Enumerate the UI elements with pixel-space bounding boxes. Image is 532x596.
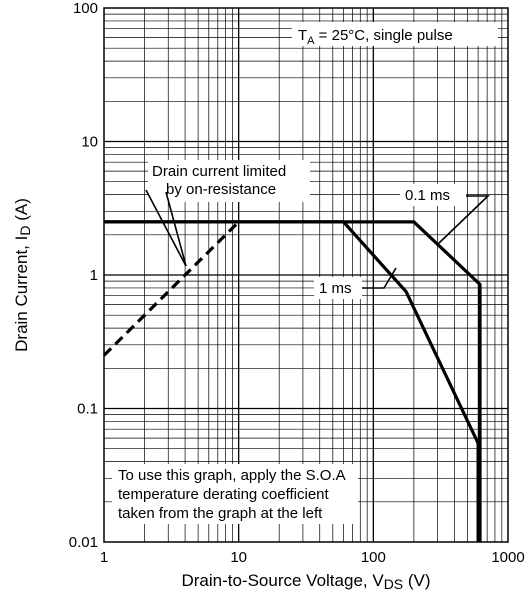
x-tick-label: 1000 (491, 549, 524, 566)
label-box-1ms (314, 277, 362, 299)
y-tick-label: 0.1 (77, 401, 98, 418)
series-label-1ms-line: 1 ms (319, 280, 352, 297)
on-resistance-label-line: by on-resistance (166, 181, 276, 198)
series-1-ms (104, 220, 480, 542)
derating-note-line: temperature derating coefficient (118, 486, 330, 503)
leader-line-1ms (362, 267, 397, 289)
major-gridlines (104, 8, 508, 542)
series-layer (102, 189, 490, 542)
derating-note-box (112, 464, 358, 524)
leader-line-0.1ms (437, 195, 490, 245)
x-axis-label: Drain-to-Source Voltage, VDS (V) (181, 571, 430, 592)
derating-note-line: taken from the graph at the left (118, 505, 323, 522)
series-drain-current-limited-by-on-resistance (102, 220, 240, 357)
leader-line-on-resistance-a (145, 189, 187, 267)
y-tick-label: 10 (81, 134, 98, 151)
y-axis-label: Drain Current, ID (A) (12, 198, 33, 352)
on-resistance-label-box (148, 160, 310, 202)
y-tick-label: 0.01 (69, 534, 98, 551)
on-resistance-label-line: Drain current limited (152, 163, 286, 180)
y-tick-labels: 0.01 0.1 1 10 100 (69, 0, 98, 551)
x-tick-label: 100 (361, 549, 386, 566)
y-tick-label: 100 (73, 0, 98, 17)
leader-line-on-resistance-b (165, 191, 187, 267)
label-box-0.1ms (400, 184, 466, 206)
condition-box (292, 22, 498, 46)
x-tick-labels: 1 10 100 1000 (100, 549, 525, 566)
x-tick-label: 1 (100, 549, 108, 566)
series-label-0.1ms-line: 0.1 ms (405, 187, 450, 204)
annotation-text: TA = 25°C, single pulse Drain current lim… (118, 27, 453, 522)
condition-text: TA = 25°C, single pulse (298, 27, 453, 47)
plot-frame (103, 7, 509, 543)
y-tick-label: 1 (90, 267, 98, 284)
annotation-boxes (112, 22, 498, 524)
derating-note-line: To use this graph, apply the S.O.A (118, 467, 346, 484)
x-tick-label: 10 (230, 549, 247, 566)
